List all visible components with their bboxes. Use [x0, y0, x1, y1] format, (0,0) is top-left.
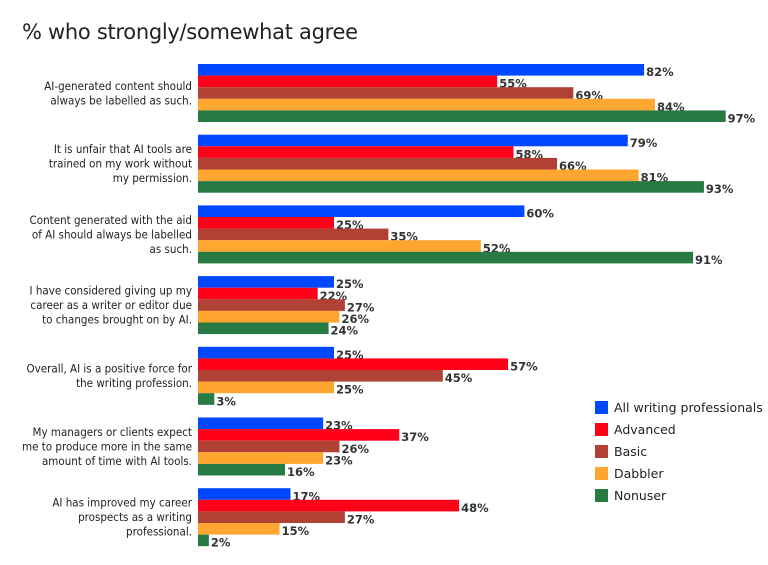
data-label: 93%	[706, 182, 734, 196]
bar	[198, 157, 558, 170]
bar	[198, 417, 324, 430]
legend-label: Dabbler	[614, 466, 664, 481]
bar	[198, 370, 443, 382]
data-label: 25%	[336, 277, 364, 291]
bar	[198, 169, 639, 182]
category-label: career as a writer or editor due	[30, 298, 192, 312]
category-label: I have considered giving up my	[30, 284, 192, 298]
category-label: of AI should always be labelled	[32, 227, 192, 241]
data-label: 82%	[646, 65, 674, 79]
legend-label: Advanced	[614, 422, 676, 437]
bar	[198, 488, 291, 500]
category-label: AI-generated content should	[44, 79, 192, 93]
bar	[198, 429, 400, 441]
data-label: 2%	[211, 536, 231, 550]
category-label: as such.	[150, 242, 193, 256]
bar	[198, 322, 329, 335]
bar	[198, 98, 655, 111]
data-label: 45%	[445, 371, 473, 385]
category-label: the writing profession.	[76, 376, 192, 390]
data-label: 27%	[347, 513, 375, 527]
legend-label: Basic	[614, 444, 647, 459]
category-label: always be labelled as such.	[50, 93, 192, 107]
legend-swatch	[595, 489, 608, 502]
category-label: My managers or clients expect	[33, 425, 192, 439]
data-label: 26%	[341, 442, 369, 456]
legend-swatch	[595, 445, 608, 458]
legend-label: All writing professionals	[614, 400, 763, 415]
bar	[198, 358, 509, 370]
bar	[198, 146, 514, 158]
bar	[198, 205, 525, 217]
legend-swatch	[595, 423, 608, 436]
data-label: 60%	[526, 207, 554, 221]
category-label: me to produce more in the same	[22, 440, 192, 454]
bar	[198, 346, 334, 359]
data-label: 26%	[341, 312, 369, 326]
bar	[198, 134, 628, 147]
bar	[198, 228, 389, 241]
data-label: 79%	[630, 136, 658, 150]
data-label: 23%	[325, 453, 353, 467]
category-label: Content generated with the aid	[30, 213, 192, 227]
category-label: It is unfair that AI tools are	[54, 142, 192, 156]
legend-label: Nonuser	[614, 488, 667, 503]
chart-title: % who strongly/somewhat agree	[22, 20, 358, 44]
data-label: 25%	[336, 383, 364, 397]
bar	[198, 523, 280, 535]
bar	[198, 87, 574, 99]
bar	[198, 181, 704, 193]
bar	[198, 251, 694, 264]
data-label: 15%	[282, 524, 310, 538]
bar	[198, 393, 215, 405]
bar	[198, 287, 318, 300]
bar	[198, 276, 334, 288]
category-label: amount of time with AI tools.	[42, 454, 192, 468]
data-label: 57%	[510, 360, 538, 374]
data-label: 97%	[728, 112, 756, 126]
data-label: 37%	[401, 430, 429, 444]
data-label: 3%	[216, 394, 236, 408]
bar	[198, 381, 334, 394]
data-label: 91%	[695, 253, 723, 267]
category-label: prospects as a writing	[78, 510, 192, 524]
data-label: 16%	[287, 465, 315, 479]
data-label: 48%	[461, 501, 489, 515]
bar	[198, 310, 340, 323]
bar	[198, 110, 726, 122]
bar	[198, 511, 345, 523]
bar	[198, 299, 345, 311]
bar	[198, 64, 645, 76]
data-label: 24%	[331, 324, 359, 338]
legend-swatch	[595, 401, 608, 414]
category-label: trained on my work without	[49, 157, 192, 171]
bar	[198, 240, 481, 252]
category-label: Overall, AI is a positive force for	[26, 362, 192, 376]
bar	[198, 75, 498, 88]
category-label: my permission.	[113, 171, 192, 185]
category-label: AI has improved my career	[52, 496, 192, 510]
bar	[198, 534, 209, 547]
bar	[198, 217, 334, 229]
category-label: professional.	[126, 525, 192, 539]
bar	[198, 499, 460, 512]
bar	[198, 463, 286, 476]
category-label: to changes brought on by AI.	[42, 313, 192, 327]
bar	[198, 440, 340, 453]
bar	[198, 452, 324, 464]
data-label: 27%	[347, 300, 375, 314]
legend-swatch	[595, 467, 608, 480]
